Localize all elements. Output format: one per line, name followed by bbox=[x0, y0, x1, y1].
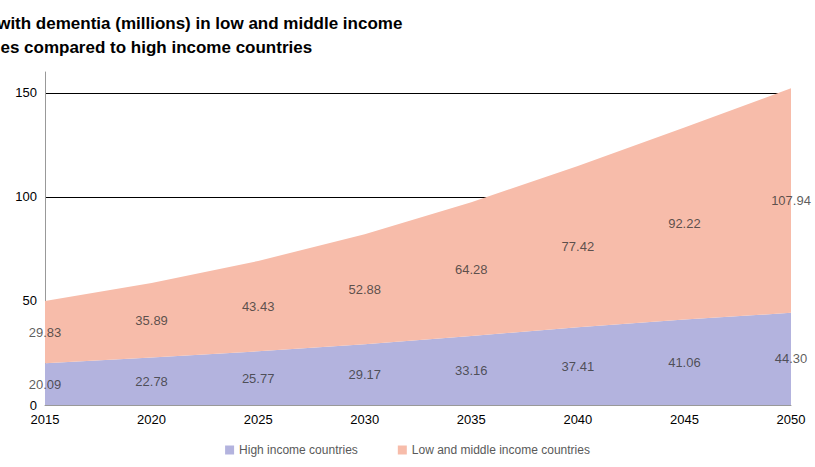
svg-text:2025: 2025 bbox=[244, 412, 273, 427]
svg-text:countries compared to high inc: countries compared to high income countr… bbox=[0, 38, 312, 57]
svg-text:50: 50 bbox=[23, 293, 37, 308]
svg-text:2040: 2040 bbox=[563, 412, 592, 427]
svg-text:41.06: 41.06 bbox=[668, 355, 701, 370]
svg-text:20.09: 20.09 bbox=[29, 377, 62, 392]
svg-text:37.41: 37.41 bbox=[562, 359, 595, 374]
svg-text:High income countries: High income countries bbox=[239, 443, 358, 457]
svg-text:92.22: 92.22 bbox=[668, 216, 701, 231]
svg-text:33.16: 33.16 bbox=[455, 363, 488, 378]
svg-text:Number of people with dementia: Number of people with dementia (millions… bbox=[0, 14, 407, 33]
svg-text:0: 0 bbox=[30, 398, 37, 413]
svg-text:77.42: 77.42 bbox=[562, 239, 595, 254]
svg-text:2050: 2050 bbox=[777, 412, 806, 427]
svg-text:2020: 2020 bbox=[137, 412, 166, 427]
svg-text:107.94: 107.94 bbox=[771, 193, 811, 208]
svg-text:2045: 2045 bbox=[670, 412, 699, 427]
svg-text:43.43: 43.43 bbox=[242, 299, 275, 314]
svg-text:22.78: 22.78 bbox=[135, 374, 168, 389]
svg-text:2030: 2030 bbox=[350, 412, 379, 427]
svg-text:2015: 2015 bbox=[31, 412, 60, 427]
svg-text:100: 100 bbox=[15, 189, 37, 204]
svg-text:2035: 2035 bbox=[457, 412, 486, 427]
svg-text:Low and middle income countrie: Low and middle income countries bbox=[412, 443, 590, 457]
svg-text:64.28: 64.28 bbox=[455, 262, 488, 277]
svg-text:29.17: 29.17 bbox=[348, 367, 381, 382]
svg-text:35.89: 35.89 bbox=[135, 313, 168, 328]
svg-text:29.83: 29.83 bbox=[29, 325, 62, 340]
svg-text:52.88: 52.88 bbox=[348, 282, 381, 297]
svg-text:44.30: 44.30 bbox=[775, 351, 808, 366]
svg-text:25.77: 25.77 bbox=[242, 371, 275, 386]
svg-text:150: 150 bbox=[15, 85, 37, 100]
